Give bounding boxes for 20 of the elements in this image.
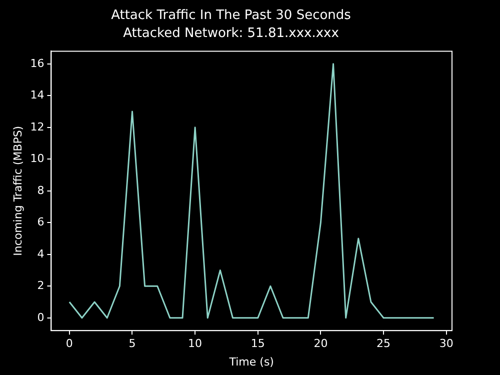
chart-title: Attack Traffic In The Past 30 Seconds [111,8,352,24]
x-tick-label: 0 [66,337,73,350]
x-tick-label: 20 [314,337,328,350]
y-tick-label: 6 [37,216,44,229]
y-tick-label: 12 [30,120,44,134]
y-tick-label: 14 [30,88,44,102]
y-tick-label: 0 [37,310,44,324]
y-tick-label: 4 [37,247,44,260]
y-tick-label: 8 [37,184,44,197]
chart-subtitle: Attacked Network: 51.81.xxx.xxx [123,26,340,41]
x-tick-label: 5 [128,337,136,350]
y-tick-label: 10 [30,152,44,166]
x-tick-label: 10 [188,337,202,350]
y-tick-label: 2 [37,279,44,292]
x-tick-label: 15 [250,337,265,350]
x-tick-label: 25 [376,337,391,350]
x-axis-title: Time (s) [228,355,274,368]
x-tick-label: 30 [439,337,454,350]
y-tick-label: 16 [30,56,44,70]
y-axis-title: Incoming Traffic (MBPS) [11,126,24,256]
